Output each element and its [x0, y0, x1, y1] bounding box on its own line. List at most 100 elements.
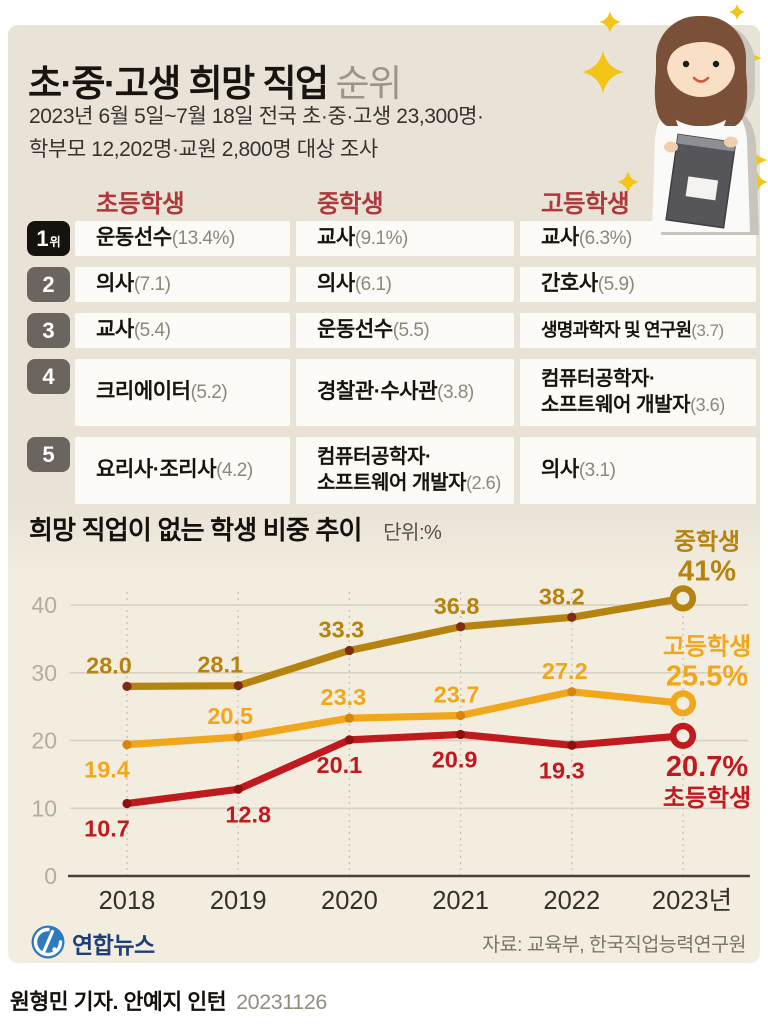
series-name-elementary: 초등학생: [663, 785, 751, 812]
y-axis-tick-label: 20: [31, 728, 57, 754]
student-figure: [652, 16, 750, 232]
column-header-2: 고등학생: [541, 191, 630, 218]
series-name-high-school: 고등학생: [663, 633, 751, 660]
data-point-high-school: [567, 687, 577, 697]
end-value-elementary: 20.7%: [666, 751, 748, 783]
end-value-middle-school: 41%: [678, 555, 736, 587]
value-label-high-school: 23.3: [321, 684, 367, 710]
job-percentage: (5.4): [133, 320, 171, 342]
job-name: 의사: [96, 272, 134, 296]
data-point-high-school: [233, 732, 243, 742]
value-label-middle-school: 33.3: [319, 616, 365, 642]
line-middle-school: [123, 594, 687, 690]
rank-badge-4: 4: [27, 359, 70, 394]
ranking-table: 초등학생 중학생 고등학생 1 위 운동선수(13.4%) 교사(9.1%) 교사(6.3%)…: [8, 185, 760, 510]
series-name-middle-school: 중학생: [674, 530, 740, 555]
job-name: 운동선수: [96, 226, 172, 250]
end-marker-high-school: [669, 690, 697, 717]
rank-number: 1: [36, 225, 49, 251]
table-row-rank-5: 5 요리사·조리사(4.2) 컴퓨터공학자· 소프트웨어 개발자(2.6) 의사(3.…: [27, 437, 762, 504]
student-illustration: [582, 4, 768, 235]
job-percentage: (13.4%): [171, 228, 236, 250]
column-header-1: 중학생: [317, 191, 384, 218]
job-cell: 의사(3.1): [520, 437, 756, 504]
data-point-elementary: [122, 798, 132, 809]
reporter-credit: 원형민 기자. 안예지 인턴: [10, 990, 227, 1014]
end-value-high-school: 25.5%: [666, 660, 748, 692]
rank-badge-5: 5: [27, 437, 70, 472]
end-marker-elementary: [669, 722, 697, 749]
logo-text: 연합뉴스: [72, 932, 155, 958]
job-name: 운동선수: [317, 318, 393, 342]
rank-number: 2: [42, 271, 55, 297]
publish-date: 20231126: [236, 990, 327, 1014]
survey-description-line2: 학부모 12,202명·교원 2,800명 대상 조사: [29, 137, 378, 161]
job-percentage: (5.9): [597, 274, 635, 296]
data-point-high-school: [456, 710, 466, 721]
job-name: 의사: [541, 458, 579, 482]
x-axis-tick-label: 2019: [210, 887, 267, 915]
job-cell: 요리사·조리사(4.2): [75, 437, 290, 504]
value-label-middle-school: 28.0: [86, 652, 132, 678]
value-label-elementary: 20.1: [317, 752, 363, 778]
value-label-high-school: 19.4: [84, 757, 130, 783]
job-cell: 크리에이터(5.2): [75, 359, 290, 426]
job-cell: 간호사(5.9): [520, 267, 756, 302]
data-source: 자료: 교육부, 한국직업능력연구원: [482, 934, 746, 956]
survey-description: 2023년 6월 5일~7월 18일 전국 초·중·고생 23,300명· 학부…: [29, 101, 484, 166]
data-point-high-school: [122, 740, 132, 750]
x-axis-tick-label: 2020: [321, 887, 378, 915]
job-name: 간호사: [541, 272, 598, 296]
data-point-middle-school: [233, 681, 243, 691]
value-label-elementary: 19.3: [539, 757, 585, 783]
job-name: 교사: [317, 226, 355, 250]
job-cell: 의사(6.1): [296, 267, 514, 302]
data-point-high-school: [344, 713, 354, 723]
x-axis-tick-label: 2021: [432, 887, 489, 915]
job-percentage: (3.7): [691, 320, 724, 340]
job-cell: 운동선수(13.4%): [75, 221, 290, 256]
value-label-high-school: 20.5: [207, 703, 253, 729]
rank-number: 4: [42, 363, 55, 389]
data-point-elementary: [233, 784, 243, 794]
job-cell: 의사(7.1): [75, 267, 290, 302]
value-label-elementary: 12.8: [225, 801, 271, 827]
rank-suffix: 위: [49, 234, 61, 249]
job-name: 교사: [96, 318, 134, 342]
data-point-middle-school: [567, 612, 577, 622]
y-axis-tick-label: 10: [31, 795, 57, 821]
job-name: 요리사·조리사: [96, 458, 217, 482]
job-percentage: (9.1%): [354, 228, 408, 250]
column-header-0: 초등학생: [96, 191, 185, 218]
job-cell: 교사(5.4): [75, 313, 290, 348]
value-label-high-school: 27.2: [542, 658, 588, 684]
data-point-elementary: [456, 729, 466, 740]
line-high-school: [123, 688, 687, 749]
job-percentage: (6.1): [354, 274, 392, 296]
credit-line: 원형민 기자. 안예지 인턴 20231126: [10, 985, 327, 1016]
value-label-middle-school: 28.1: [197, 652, 243, 678]
table-row-rank-2: 2 의사(7.1) 의사(6.1) 간호사(5.9): [27, 267, 762, 302]
x-axis-tick-label: 2023년: [652, 887, 732, 915]
job-percentage: (5.2): [190, 382, 228, 404]
data-point-middle-school: [456, 622, 466, 632]
job-name: 생명과학자 및 연구원: [541, 319, 692, 340]
job-name: 교사: [541, 226, 579, 250]
survey-description-line1: 2023년 6월 5일~7월 18일 전국 초·중·고생 23,300명·: [29, 105, 484, 128]
footer-strip: 연합뉴스 자료: 교육부, 한국직업능력연구원: [8, 920, 760, 963]
book-icon: [665, 133, 737, 229]
yonhap-logo-icon: [31, 925, 65, 959]
rank-badge-2: 2: [27, 267, 70, 302]
job-name: 컴퓨터공학자· 소프트웨어 개발자: [317, 445, 467, 494]
job-name: 크리에이터: [96, 380, 191, 404]
y-axis-tick-label: 40: [31, 592, 57, 618]
rank-number: 5: [42, 441, 55, 467]
chart-unit-label: 단위:%: [383, 522, 442, 544]
job-percentage: (4.2): [216, 460, 253, 482]
value-label-high-school: 23.7: [434, 681, 480, 707]
page-title: 초·중·고생 희망 직업 순위: [28, 53, 402, 107]
rank-badge-3: 3: [27, 313, 70, 348]
x-axis-tick-label: 2018: [99, 887, 156, 915]
